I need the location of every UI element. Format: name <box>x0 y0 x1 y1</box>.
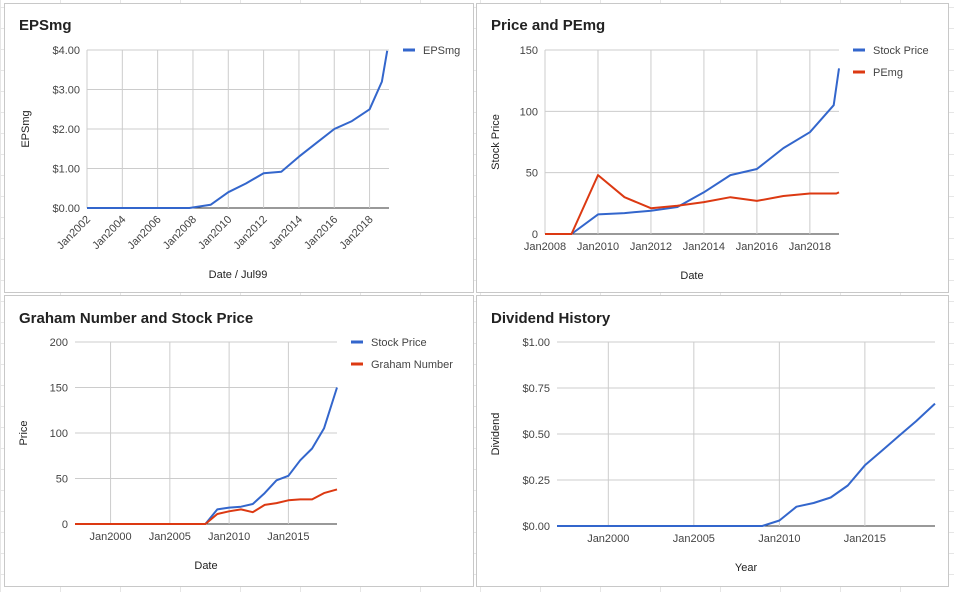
x-tick-label: Jan2016 <box>302 214 340 252</box>
series-line-series <box>557 402 936 527</box>
x-axis-title: Year <box>735 562 758 574</box>
y-axis-title: Stock Price <box>490 114 502 170</box>
graham-chart-panel[interactable]: Graham Number and Stock Price 0 50 100 150 20… <box>4 295 474 587</box>
legend-label-graham-number: Graham Number <box>371 359 453 371</box>
series-line-graham-number <box>75 488 338 525</box>
chart-title: Graham Number and Stock Price <box>19 310 253 327</box>
dividend-chart-panel[interactable]: Dividend History $0.00 $0.25 $0.50 $0.75 $1.0… <box>476 295 949 587</box>
y-tick-label: $2.00 <box>52 124 80 136</box>
x-tick-label: Jan2018 <box>789 241 831 253</box>
x-tick-label: Jan2005 <box>673 533 715 545</box>
x-tick-label: Jan2015 <box>267 531 309 543</box>
x-axis-title: Date / Jul99 <box>209 269 268 281</box>
x-tick-label: Jan2000 <box>89 531 131 543</box>
y-tick-label: 150 <box>520 45 538 57</box>
y-tick-label: 50 <box>526 168 538 180</box>
price-pe-chart-panel[interactable]: Price and PEmg 0 50 100 150 Jan2008 Jan2010 Jan… <box>476 3 949 293</box>
y-tick-label: 100 <box>520 106 538 118</box>
x-tick-label: Jan2000 <box>587 533 629 545</box>
y-tick-label: $1.00 <box>522 337 550 349</box>
x-tick-label: Jan2010 <box>196 214 234 252</box>
x-tick-label: Jan2012 <box>231 214 269 252</box>
y-tick-label: 50 <box>56 474 68 486</box>
x-tick-label: Jan2018 <box>337 214 375 252</box>
x-tick-label: Jan2014 <box>683 241 725 253</box>
legend-label-stock-price: Stock Price <box>371 337 427 349</box>
legend-label-pemg: PEmg <box>873 67 903 79</box>
y-tick-label: $4.00 <box>52 45 80 57</box>
y-axis-title: Dividend <box>490 413 502 456</box>
eps-chart-panel[interactable]: EPSmg $0.00 $1.00 $2.00 $3.00 $4.00 Jan2002 Jan… <box>4 3 474 293</box>
x-tick-label: Jan2008 <box>524 241 566 253</box>
series-line-stock-price <box>545 68 840 235</box>
y-tick-label: 100 <box>50 428 68 440</box>
y-tick-label: $1.00 <box>52 164 80 176</box>
y-tick-label: 0 <box>532 229 538 241</box>
y-tick-label: 200 <box>50 337 68 349</box>
x-tick-label: Jan2005 <box>149 531 191 543</box>
chart-title: EPSmg <box>19 17 72 34</box>
x-tick-label: Jan2002 <box>55 214 93 252</box>
price-pe-chart: Price and PEmg 0 50 100 150 Jan2008 Jan2010 Jan… <box>490 17 929 282</box>
y-tick-label: 0 <box>62 519 68 531</box>
y-axis-title: EPSmg <box>20 110 32 147</box>
y-tick-label: 150 <box>50 383 68 395</box>
x-tick-label: Jan2012 <box>630 241 672 253</box>
y-tick-label: $0.25 <box>522 475 550 487</box>
series-line-pemg <box>545 174 840 235</box>
x-tick-label: Jan2006 <box>125 214 163 252</box>
y-tick-label: $3.00 <box>52 85 80 97</box>
y-tick-label: $0.50 <box>522 429 550 441</box>
x-axis-title: Date <box>194 560 217 572</box>
x-tick-label: Jan2004 <box>90 214 128 252</box>
graham-chart: Graham Number and Stock Price 0 50 100 150 20… <box>18 310 453 572</box>
x-tick-label: Jan2010 <box>577 241 619 253</box>
x-tick-label: Jan2016 <box>736 241 778 253</box>
y-axis-title: Price <box>18 420 30 445</box>
series-line-epsmg <box>87 50 389 209</box>
x-tick-label: Jan2014 <box>267 214 305 252</box>
x-axis-title: Date <box>680 270 703 282</box>
x-tick-label: Jan2015 <box>844 533 886 545</box>
x-tick-label: Jan2008 <box>161 214 199 252</box>
x-tick-label: Jan2010 <box>208 531 250 543</box>
legend-label-stock-price: Stock Price <box>873 45 929 57</box>
y-tick-label: $0.75 <box>522 383 550 395</box>
y-tick-label: $0.00 <box>522 521 550 533</box>
chart-title: Dividend History <box>491 310 611 327</box>
series-line-stock-price <box>75 387 338 525</box>
legend-label-epsmg: EPSmg <box>423 45 460 57</box>
eps-chart: EPSmg$0.00$1.00$2.00$3.00$4.00Jan2002Jan… <box>19 17 460 281</box>
y-tick-label: $0.00 <box>52 203 80 215</box>
dividend-chart: Dividend History $0.00 $0.25 $0.50 $0.75 $1.0… <box>490 310 936 574</box>
x-tick-label: Jan2010 <box>758 533 800 545</box>
chart-title: Price and PEmg <box>491 17 605 34</box>
